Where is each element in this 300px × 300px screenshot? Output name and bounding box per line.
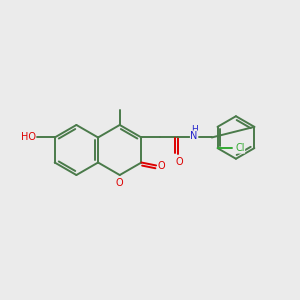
Text: Cl: Cl xyxy=(235,143,245,153)
Text: O: O xyxy=(176,157,183,166)
Text: O: O xyxy=(116,178,124,188)
Text: O: O xyxy=(158,161,165,171)
Text: H: H xyxy=(191,125,197,134)
Text: HO: HO xyxy=(21,133,36,142)
Text: N: N xyxy=(190,131,198,141)
